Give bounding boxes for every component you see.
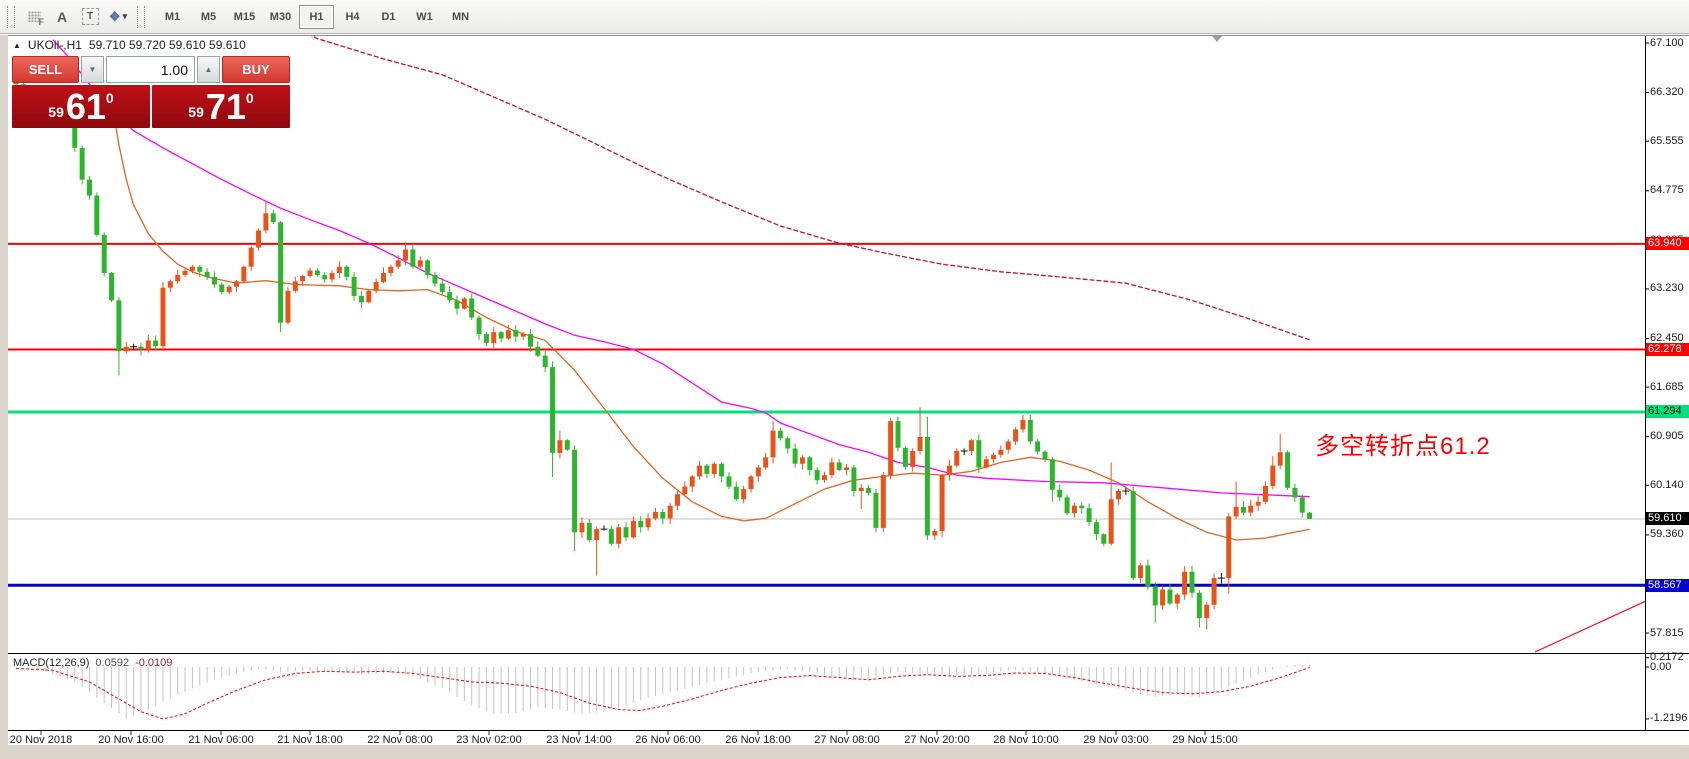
text-a-icon[interactable]: A <box>56 8 68 25</box>
price-level-label: 58.567 <box>1646 578 1689 592</box>
sell-price-panel[interactable]: 59 61 0 <box>12 85 150 128</box>
volume-input[interactable]: 1.00 <box>106 56 195 83</box>
candles <box>13 69 1313 630</box>
toolbar-grip[interactable] <box>7 5 15 28</box>
price-tick: 62.450 <box>1650 332 1684 344</box>
time-tick: 23 Nov 02:00 <box>456 734 522 746</box>
timeframe-button-h4[interactable]: H4 <box>345 10 360 23</box>
price-tick: 61.685 <box>1650 380 1684 393</box>
price-level-label: 63.940 <box>1646 237 1689 251</box>
toolbar: F A T ❖ ▾ M1 M5 M15 M30 H1 H4 D1 W1 MN <box>0 0 1689 34</box>
buy-price-panel[interactable]: 59 71 0 <box>152 85 290 128</box>
ma-fast <box>110 100 1310 541</box>
chart-shift-marker-icon[interactable] <box>1212 36 1222 42</box>
window-left-margin <box>0 35 8 759</box>
price-tick: 66.320 <box>1650 86 1684 99</box>
price-tick: 60.905 <box>1650 430 1684 443</box>
timeframe-button-m30[interactable]: M30 <box>269 10 292 23</box>
time-tick: 29 Nov 15:00 <box>1172 734 1238 746</box>
timeframe-button-w1[interactable]: W1 <box>416 10 433 23</box>
price-level-label: 61.294 <box>1646 405 1689 419</box>
ma-mid <box>52 39 1310 498</box>
time-tick: 26 Nov 06:00 <box>635 734 701 746</box>
price-row: 59 61 0 59 71 0 <box>12 85 290 128</box>
time-tick: 27 Nov 08:00 <box>814 734 880 746</box>
ohlc-values: 59.710 59.720 59.610 59.610 <box>88 38 246 52</box>
macd-main-value: 0.0592 <box>95 657 130 669</box>
time-tick: 23 Nov 14:00 <box>546 734 612 746</box>
toolbar-grip-2[interactable] <box>137 5 145 28</box>
main-pane <box>8 36 1645 653</box>
collapse-panel-icon[interactable]: ▲ <box>13 40 21 50</box>
price-tick: 63.230 <box>1650 282 1684 295</box>
chart-text-annotation[interactable]: 多空转折点61.2 <box>1315 433 1491 460</box>
price-level-label: 62.278 <box>1646 342 1689 356</box>
time-tick: 21 Nov 18:00 <box>277 734 343 746</box>
price-tick: 65.555 <box>1650 134 1684 147</box>
price-tick: 67.100 <box>1650 36 1684 49</box>
chart-grid-f-icon[interactable]: F <box>21 5 47 29</box>
ma-slow <box>310 36 1310 341</box>
macd-scale-tick: 0.2172 <box>1650 651 1684 664</box>
time-tick: 22 Nov 08:00 <box>367 734 433 746</box>
dot-grid-icon <box>27 11 41 22</box>
sell-button[interactable]: SELL <box>12 56 79 83</box>
macd-scale-tick: -1.2196 <box>1650 712 1688 725</box>
symbol-period-label: UKOil-,H1 <box>27 38 82 52</box>
timeframe-button-m1[interactable]: M1 <box>164 10 181 23</box>
buy-button[interactable]: BUY <box>222 56 290 83</box>
macd-name: MACD(12,26,9) <box>13 657 90 669</box>
price-tick: 59.360 <box>1650 528 1684 541</box>
timeframe-button-h1[interactable]: H1 <box>299 4 334 29</box>
macd-scale-tick: 0.00 <box>1650 660 1672 673</box>
macd-signal-value: -0.0109 <box>135 657 173 669</box>
timeframe-button-d1[interactable]: D1 <box>381 10 396 23</box>
time-tick: 20 Nov 16:00 <box>98 734 164 746</box>
macd-pane <box>15 664 1311 720</box>
time-tick: 27 Nov 20:00 <box>904 734 970 746</box>
macd-label: MACD(12,26,9) 0.0592 -0.0109 <box>13 657 172 669</box>
order-row: SELL ▼ 1.00 ▲ BUY <box>12 56 290 83</box>
price-tick: 64.775 <box>1650 184 1684 197</box>
shapes-icon[interactable]: ❖ ▾ <box>108 8 128 24</box>
timeframe-button-mn[interactable]: MN <box>451 10 470 23</box>
time-tick: 28 Nov 10:00 <box>993 734 1059 746</box>
price-level-label: 59.610 <box>1646 512 1689 526</box>
macd-signal-line <box>15 667 1310 720</box>
chart-title: ▲ UKOil-,H1 59.710 59.720 59.610 59.610 <box>13 38 246 52</box>
volume-down-button[interactable]: ▼ <box>81 56 104 83</box>
timeframe-button-m5[interactable]: M5 <box>200 10 217 23</box>
time-tick: 29 Nov 03:00 <box>1083 734 1149 746</box>
trendline <box>1534 600 1645 653</box>
time-tick: 26 Nov 18:00 <box>725 734 791 746</box>
price-tick: 57.815 <box>1650 626 1684 639</box>
volume-up-button[interactable]: ▲ <box>197 56 220 83</box>
price-tick: 60.140 <box>1650 478 1684 491</box>
text-label-icon[interactable]: T <box>77 5 103 29</box>
time-tick: 21 Nov 06:00 <box>188 734 254 746</box>
timeframe-button-m15[interactable]: M15 <box>233 10 256 23</box>
next-window-strip <box>0 745 1689 759</box>
time-tick: 20 Nov 2018 <box>9 734 73 746</box>
timeframe-bar: M1 M5 M15 M30 H1 H4 D1 W1 MN <box>155 4 478 29</box>
dropdown-caret-icon: ▾ <box>122 11 128 21</box>
one-click-trading-panel: SELL ▼ 1.00 ▲ BUY 59 61 0 59 71 0 <box>12 56 290 128</box>
